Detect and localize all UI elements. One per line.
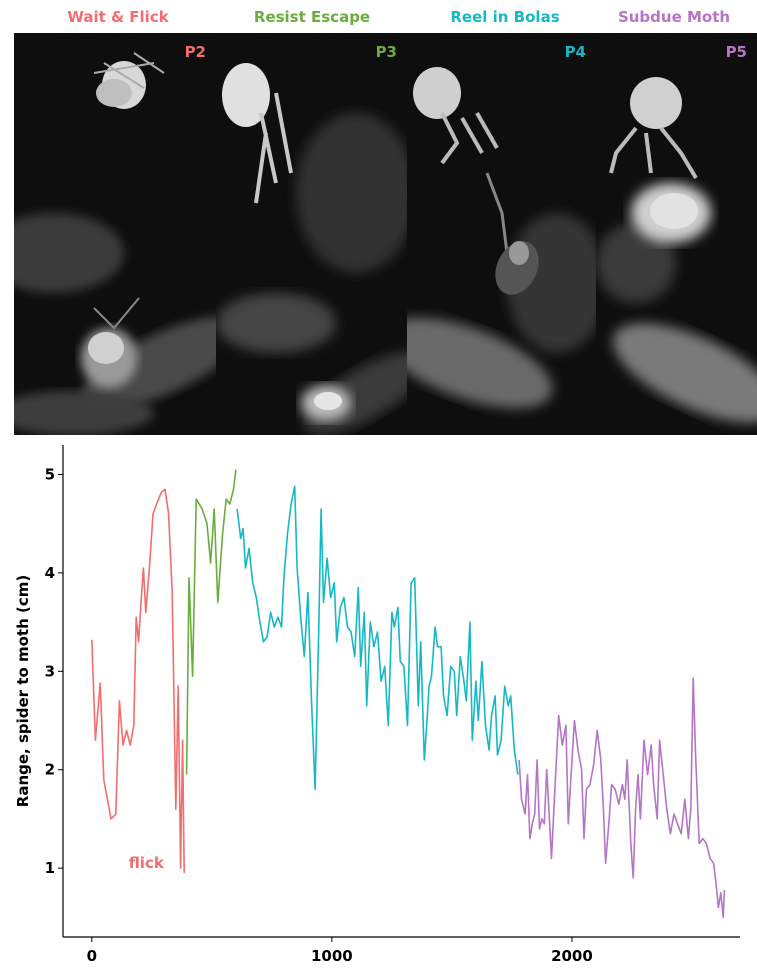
y-tick-label: 1 <box>45 859 55 877</box>
frame-image-p3 <box>216 63 407 435</box>
chart-labels: Time (ms) Range, spider to moth (cm) flick <box>14 575 444 969</box>
x-axis-title: Time (ms) <box>359 967 444 969</box>
series-line-subdue-moth <box>518 677 726 919</box>
video-frame-p5: P5 <box>596 33 757 435</box>
x-tick-label: 2000 <box>551 947 593 965</box>
x-tick-label: 1000 <box>311 947 353 965</box>
y-tick-label: 3 <box>45 662 55 680</box>
flick-annotation: flick <box>129 854 165 872</box>
y-tick-label: 5 <box>45 466 55 484</box>
series-line-reel-in-bolas <box>236 485 519 791</box>
panel-label-p3: P3 <box>375 43 397 61</box>
video-frame-p3: P3 <box>216 33 407 435</box>
video-frame-strip: P2 P3 P4 <box>14 33 757 435</box>
phase-title-subdue-moth: Subdue Moth <box>617 8 731 26</box>
range-line-chart: 1 2 3 4 5 0 1000 2000 Time (ms) Range, spider to… <box>14 445 740 969</box>
phase-title-resist-escape: Resist Escape <box>253 8 371 26</box>
y-axis-title: Range, spider to moth (cm) <box>14 575 32 807</box>
panel-label-p5: P5 <box>725 43 747 61</box>
series-line-resist-escape <box>185 469 237 775</box>
series-line-wait-flick <box>91 488 185 874</box>
phase-title-wait-flick: Wait & Flick <box>67 8 169 26</box>
y-tick-label: 4 <box>45 564 55 582</box>
chart-series <box>91 469 726 919</box>
frame-image-p4 <box>407 67 596 409</box>
phase-title-reel-in-bolas: Reel in Bolas <box>450 8 560 26</box>
frame-image-p5 <box>596 77 757 423</box>
frame-image-p2 <box>14 52 216 435</box>
y-tick-label: 2 <box>45 761 55 779</box>
video-frame-p4: P4 <box>407 33 596 435</box>
x-tick-label: 0 <box>87 947 97 965</box>
chart-axes: 1 2 3 4 5 0 1000 2000 <box>45 445 740 965</box>
video-frame-p2: P2 <box>14 33 216 435</box>
panel-label-p4: P4 <box>564 43 586 61</box>
panel-label-p2: P2 <box>184 43 206 61</box>
